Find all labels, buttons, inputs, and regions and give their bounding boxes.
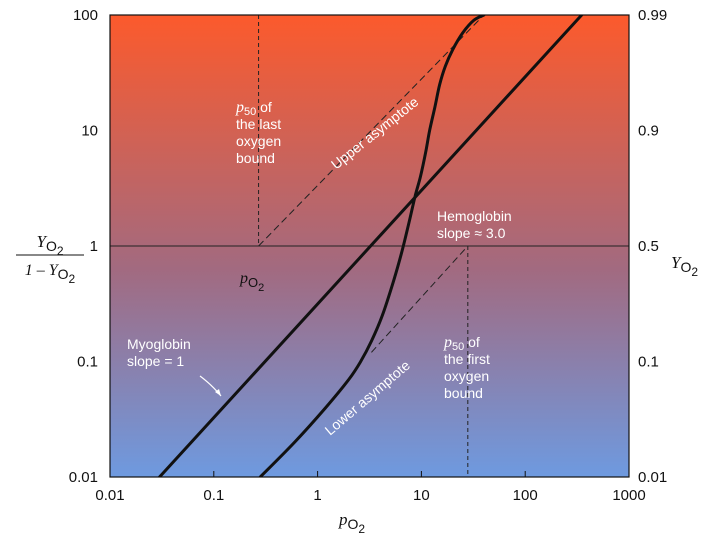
x-axis-label: pO2 [338, 510, 365, 536]
svg-text:oxygen: oxygen [236, 133, 281, 149]
x-tick-label: 0.1 [203, 487, 224, 504]
svg-text:oxygen: oxygen [444, 368, 489, 384]
x-tick-label: 0.01 [95, 487, 124, 504]
y-right-axis-label: YO2 [671, 253, 698, 279]
y-left-tick-label: 1 [90, 238, 98, 255]
svg-text:slope ≈ 3.0: slope ≈ 3.0 [437, 225, 506, 241]
y-right-tick-label: 0.01 [638, 469, 667, 486]
svg-text:p50 of: p50 of [235, 99, 272, 118]
x-tick-label: 100 [513, 487, 538, 504]
y-left-tick-label: 100 [73, 7, 98, 24]
y-right-tick-label: 0.9 [638, 123, 659, 140]
y-left-tick-label: 10 [81, 123, 98, 140]
y-left-tick-label: 0.1 [77, 354, 98, 371]
x-tick-label: 10 [413, 487, 430, 504]
svg-text:the first: the first [444, 351, 490, 367]
y-left-axis-label: YO2 1 – YO2 [16, 232, 84, 286]
upper-asymptote-line [258, 15, 485, 247]
svg-text:Myoglobin: Myoglobin [127, 336, 191, 352]
y-left-tick-label: 0.01 [69, 469, 98, 486]
myoglobin-curve [158, 15, 584, 477]
hemoglobin-curve [258, 15, 486, 477]
svg-text:bound: bound [444, 385, 483, 401]
lower-asymptote-line [371, 245, 469, 353]
svg-text:slope = 1: slope = 1 [127, 353, 184, 369]
y-right-tick-label: 0.99 [638, 7, 667, 24]
x-tick-label: 1000 [612, 487, 645, 504]
svg-text:1 – YO2: 1 – YO2 [25, 262, 76, 286]
plot-frame [109, 14, 630, 478]
svg-text:p50 of: p50 of [443, 334, 480, 353]
y-right-tick-label: 0.1 [638, 354, 659, 371]
svg-text:bound: bound [236, 150, 275, 166]
x-tick-label: 1 [313, 487, 321, 504]
svg-text:the last: the last [236, 116, 281, 132]
y-right-tick-label: 0.5 [638, 238, 659, 255]
svg-text:Hemoglobin: Hemoglobin [437, 208, 512, 224]
po2-marker-label: pO2 [239, 270, 264, 294]
svg-text:YO2: YO2 [36, 232, 63, 258]
